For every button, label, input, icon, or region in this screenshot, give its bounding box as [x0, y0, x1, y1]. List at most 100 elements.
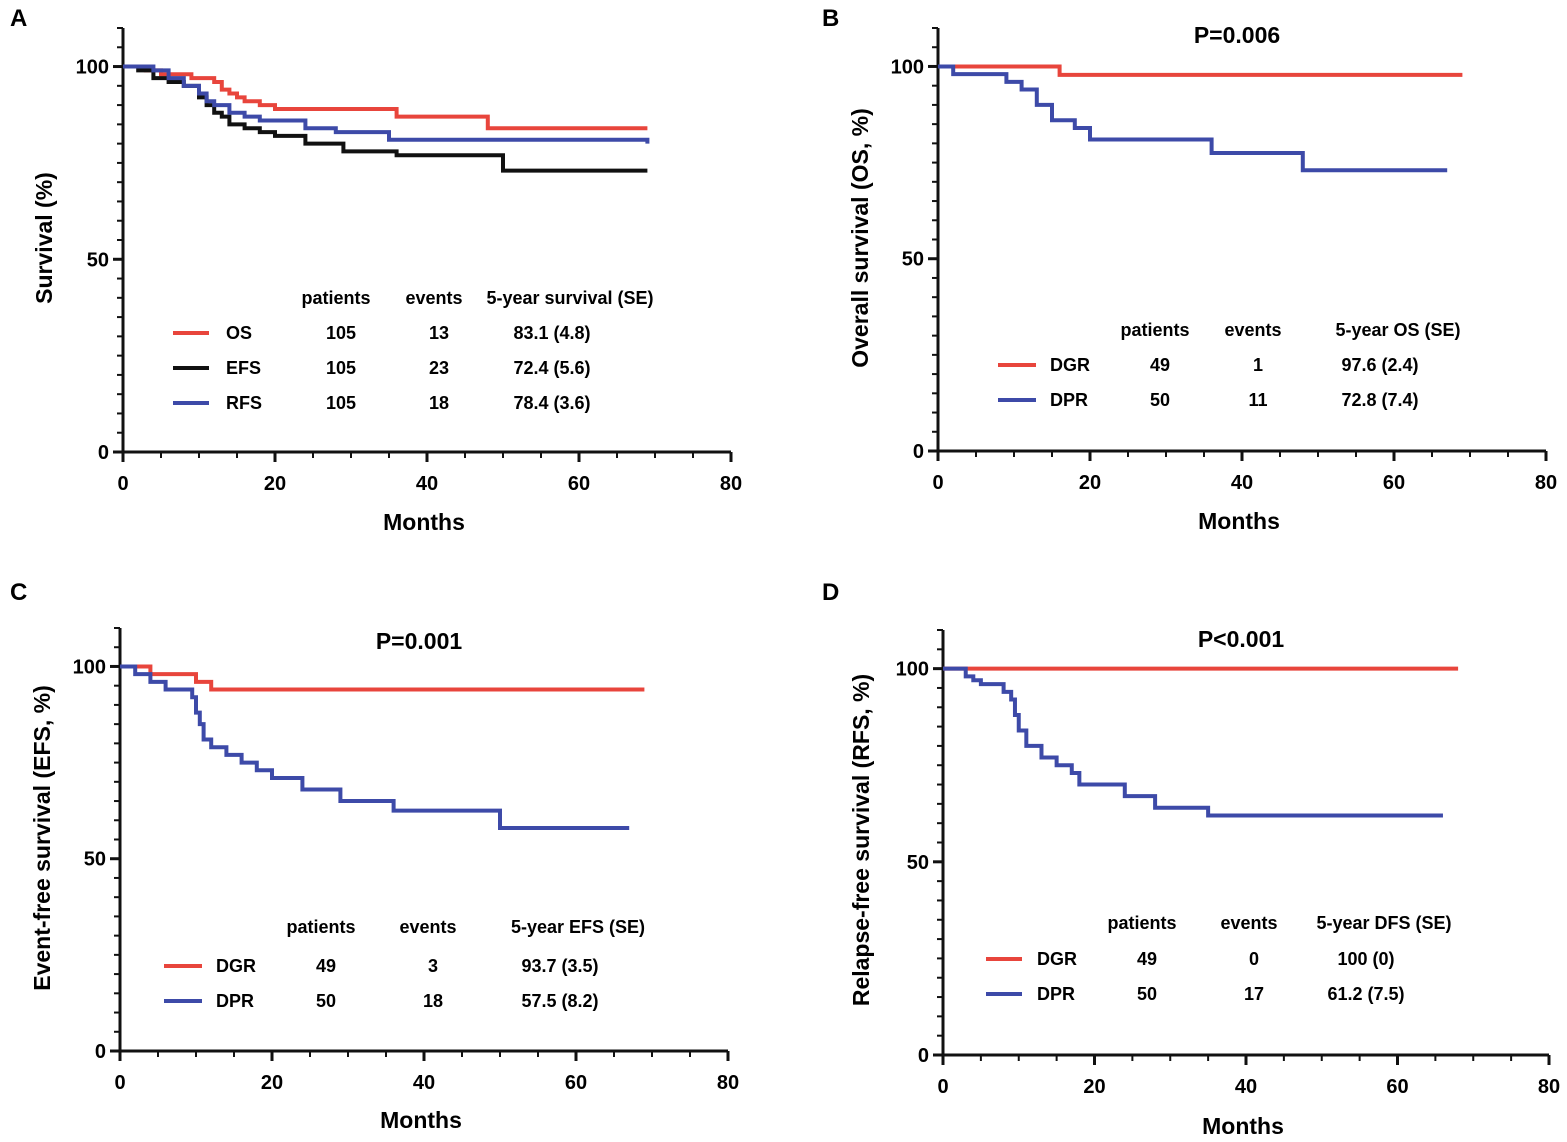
y-axis-label: Survival (%) — [31, 172, 57, 304]
legend-header: patients — [1107, 913, 1176, 933]
legend-patients: 105 — [326, 393, 356, 413]
p-value: P=0.006 — [1194, 22, 1280, 48]
panel-letter: C — [10, 579, 27, 606]
y-tick-label: 0 — [95, 1041, 106, 1063]
series-efs-curve — [123, 64, 648, 173]
y-axis-label: Overall survival (OS, %) — [847, 108, 873, 368]
legend-summary: 61.2 (7.5) — [1327, 984, 1404, 1004]
axes — [928, 27, 1548, 461]
legend-row-dgr: DGR 49 0 100 (0) — [986, 949, 1395, 969]
legend-header: patients — [286, 917, 355, 937]
x-tick-label: 40 — [1235, 1076, 1257, 1098]
y-tick-label: 0 — [913, 441, 924, 463]
x-tick-label: 60 — [1383, 472, 1405, 494]
series-rfs-curve — [123, 64, 650, 144]
y-tick-label: 0 — [918, 1045, 929, 1067]
y-tick-label: 100 — [891, 56, 924, 78]
legend-patients: 50 — [316, 991, 336, 1011]
legend-summary: 83.1 (4.8) — [513, 323, 590, 343]
legend-name: DGR — [1037, 949, 1077, 969]
x-tick-label: 0 — [937, 1076, 948, 1098]
axes — [113, 27, 733, 462]
x-tick-label: 60 — [1386, 1076, 1408, 1098]
x-tick-label: 20 — [261, 1072, 283, 1094]
p-value: P=0.001 — [376, 628, 463, 654]
panel-B: B 0 50 100 0 20 40 60 80 Months Overall survival (… — [822, 5, 1557, 534]
x-axis-label: Months — [1198, 508, 1280, 534]
legend-name: DPR — [1050, 390, 1088, 410]
legend-events: 23 — [429, 358, 449, 378]
legend-row-efs: EFS 105 23 72.4 (5.6) — [173, 358, 591, 378]
x-axis-label: Months — [1202, 1113, 1284, 1139]
x-axis-label: Months — [383, 509, 465, 535]
legend-header: 5-year DFS (SE) — [1316, 913, 1451, 933]
x-tick-label: 80 — [1538, 1076, 1560, 1098]
y-tick-label: 100 — [896, 659, 929, 681]
legend-events: 0 — [1249, 949, 1259, 969]
legend-patients: 50 — [1137, 984, 1157, 1004]
x-tick-label: 40 — [413, 1072, 435, 1094]
legend-header: events — [405, 288, 462, 308]
legend-header: events — [399, 917, 456, 937]
x-tick-label: 20 — [1083, 1076, 1105, 1098]
legend-header: patients — [301, 288, 370, 308]
x-tick-label: 0 — [932, 472, 943, 494]
legend: patients events 5-year OS (SE) DGR 49 1 97.6 (… — [998, 320, 1461, 410]
legend-events: 11 — [1248, 390, 1267, 410]
legend-row-dgr: DGR 49 1 97.6 (2.4) — [998, 355, 1419, 375]
legend-name: OS — [226, 323, 252, 343]
legend-events: 18 — [423, 991, 443, 1011]
legend-patients: 105 — [326, 323, 356, 343]
legend-name: DPR — [216, 991, 254, 1011]
y-tick-label: 50 — [87, 249, 109, 271]
x-tick-label: 80 — [1535, 472, 1557, 494]
legend-header: 5-year OS (SE) — [1335, 320, 1460, 340]
panel-letter: B — [822, 5, 839, 32]
axes — [110, 627, 730, 1061]
x-tick-label: 40 — [416, 473, 438, 495]
legend-name: RFS — [226, 393, 262, 413]
legend-header: patients — [1120, 320, 1189, 340]
series-dgr-curve — [120, 664, 645, 692]
legend-events: 17 — [1244, 984, 1264, 1004]
panel-C: C 0 50 100 0 20 40 60 80 Months Event-free surviva… — [10, 579, 739, 1133]
y-axis-label: Event-free survival (EFS, %) — [29, 685, 55, 991]
legend-header: events — [1220, 913, 1277, 933]
panel-A: A 0 50 100 0 20 40 60 80 Months Survival (%) patien… — [10, 5, 742, 535]
legend-name: DGR — [1050, 355, 1090, 375]
legend-summary: 72.4 (5.6) — [513, 358, 590, 378]
legend-name: DGR — [216, 956, 256, 976]
series-dpr-curve — [943, 666, 1443, 818]
series-dgr-curve — [938, 64, 1463, 77]
series-dpr-curve — [120, 664, 630, 830]
legend-name: EFS — [226, 358, 261, 378]
legend-events: 13 — [429, 323, 449, 343]
y-tick-label: 50 — [84, 849, 106, 871]
legend-row-dpr: DPR 50 11 72.8 (7.4) — [998, 390, 1419, 410]
legend-header: events — [1224, 320, 1281, 340]
legend-events: 3 — [428, 956, 438, 976]
x-tick-label: 80 — [720, 473, 742, 495]
legend-row-dpr: DPR 50 18 57.5 (8.2) — [164, 991, 599, 1011]
legend-summary: 100 (0) — [1337, 949, 1394, 969]
legend-patients: 105 — [326, 358, 356, 378]
legend-header: 5-year survival (SE) — [486, 288, 653, 308]
y-tick-label: 100 — [73, 656, 106, 678]
legend-name: DPR — [1037, 984, 1075, 1004]
axes — [933, 629, 1551, 1065]
panel-letter: D — [822, 579, 839, 606]
legend: patients events 5-year DFS (SE) DGR 49 0 100 (… — [986, 913, 1452, 1004]
legend-patients: 49 — [1137, 949, 1157, 969]
panel-D: D 0 50 100 0 20 40 60 80 Months Relapse-free survi… — [822, 579, 1560, 1139]
x-tick-label: 0 — [114, 1072, 125, 1094]
x-tick-label: 60 — [565, 1072, 587, 1094]
legend-row-rfs: RFS 105 18 78.4 (3.6) — [173, 393, 591, 413]
p-value: P<0.001 — [1198, 626, 1285, 652]
x-tick-label: 20 — [264, 473, 286, 495]
legend-events: 18 — [429, 393, 449, 413]
legend-events: 1 — [1253, 355, 1263, 375]
legend: patients events 5-year EFS (SE) DGR 49 3 93.7 … — [164, 917, 645, 1011]
legend-patients: 49 — [1150, 355, 1170, 375]
panel-letter: A — [10, 5, 27, 32]
